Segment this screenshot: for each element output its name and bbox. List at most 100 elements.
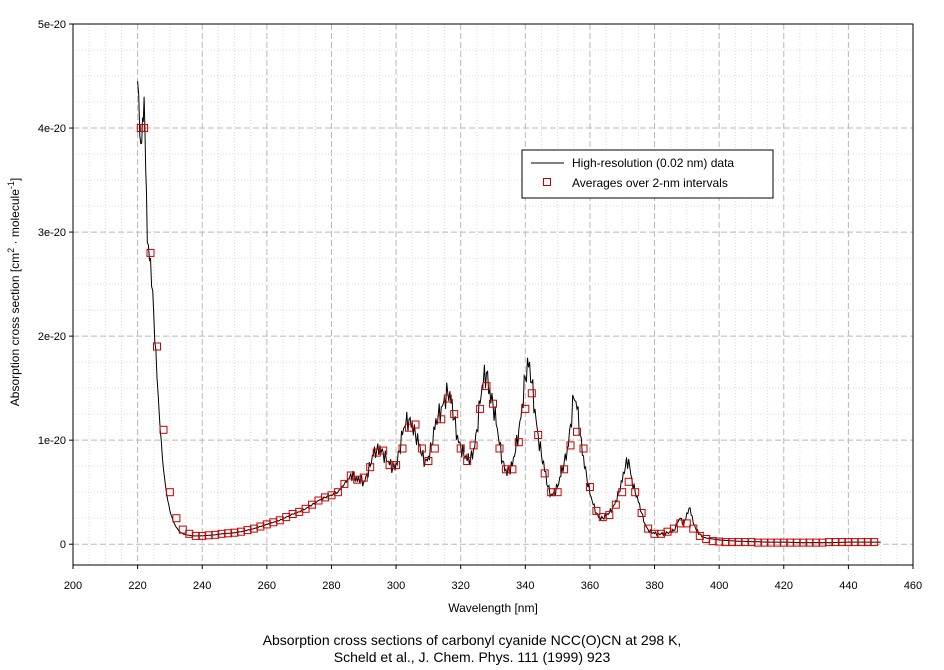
average-marker <box>611 500 620 509</box>
average-marker <box>417 444 426 453</box>
legend-marker-swatch <box>543 178 551 186</box>
average-marker <box>560 465 569 474</box>
y-axis-title-sup: 2 <box>6 248 16 253</box>
y-tick-label: 2e-20 <box>38 331 66 343</box>
y-axis: 0 1e-20 2e-20 3e-20 4e-20 5e-20 <box>38 19 73 551</box>
average-marker <box>870 538 879 547</box>
x-tick-label: 440 <box>839 580 857 592</box>
y-tick-label: 1e-20 <box>38 435 66 447</box>
average-marker <box>573 427 581 436</box>
x-tick-label: 220 <box>128 580 146 592</box>
x-tick-label: 200 <box>64 580 82 592</box>
plot-frame <box>72 23 914 566</box>
average-marker <box>689 524 698 533</box>
average-marker <box>812 538 821 547</box>
y-tick-label: 0 <box>60 539 66 551</box>
average-marker <box>469 441 478 450</box>
average-marker <box>863 538 872 547</box>
average-marker <box>359 473 368 482</box>
average-marker <box>392 461 401 470</box>
x-tick-label: 260 <box>258 580 276 592</box>
x-axis-title: Wavelength [nm] <box>448 601 538 615</box>
average-marker <box>456 444 465 453</box>
average-marker <box>191 531 200 540</box>
average-marker <box>605 511 614 520</box>
average-marker <box>256 522 265 531</box>
x-axis: 200 220 240 260 280 300 320 340 360 380 400 420 440 4… <box>64 565 922 592</box>
average-marker <box>831 538 840 547</box>
absorption-chart: 200 220 240 260 280 300 320 340 360 380 400 420 440 4… <box>6 19 922 615</box>
average-marker <box>495 444 504 453</box>
average-marker <box>489 399 497 408</box>
average-marker <box>301 504 310 513</box>
legend-box <box>521 149 774 199</box>
average-marker <box>243 526 252 535</box>
x-tick-label: 360 <box>581 580 599 592</box>
x-tick-label: 280 <box>322 580 340 592</box>
average-marker <box>540 469 549 478</box>
average-marker <box>211 530 220 539</box>
average-marker <box>644 524 653 533</box>
average-marker <box>579 444 588 453</box>
average-marker <box>463 457 472 465</box>
average-marker <box>424 457 433 465</box>
average-marker <box>333 488 342 497</box>
x-tick-label: 400 <box>710 580 728 592</box>
average-marker <box>153 342 161 351</box>
average-marker <box>760 538 769 547</box>
average-marker <box>669 524 678 533</box>
y-axis-title-part: ] <box>8 178 22 181</box>
legend-label-averages: Averages over 2-nm intervals <box>572 176 728 190</box>
average-marker <box>224 529 233 538</box>
average-marker <box>165 488 174 497</box>
average-marker <box>514 438 523 447</box>
average-marker <box>140 124 149 132</box>
caption-line-1: Absorption cross sections of carbonyl cy… <box>262 632 682 648</box>
average-marker <box>676 519 685 528</box>
x-tick-label: 300 <box>387 580 405 592</box>
grid <box>73 24 913 565</box>
average-marker <box>747 538 756 547</box>
high-res-series <box>137 81 881 544</box>
average-marker <box>411 420 420 429</box>
average-marker <box>346 471 355 480</box>
average-marker <box>437 415 446 424</box>
average-series <box>136 124 879 547</box>
x-tick-label: 420 <box>775 580 793 592</box>
average-marker <box>379 446 388 455</box>
caption-line-2: Scheld et al., J. Chem. Phys. 111 (1999)… <box>333 649 611 665</box>
y-axis-title: Absorption cross section [cm2 · molecule… <box>6 178 22 406</box>
average-marker <box>398 444 407 453</box>
average-marker <box>366 463 375 472</box>
average-marker <box>508 465 517 474</box>
average-marker <box>159 425 168 434</box>
average-marker <box>476 404 485 413</box>
average-marker <box>844 538 853 547</box>
average-marker <box>178 525 187 534</box>
average-marker <box>146 248 155 257</box>
y-tick-label: 5e-20 <box>38 19 66 31</box>
average-marker <box>631 488 640 497</box>
average-marker <box>521 404 530 413</box>
y-axis-title-part: Absorption cross section [cm <box>8 253 22 406</box>
legend: High-resolution (0.02 nm) data Averages … <box>521 149 774 199</box>
average-marker <box>547 488 556 497</box>
average-marker <box>592 506 601 515</box>
average-marker <box>618 488 627 497</box>
average-marker <box>308 500 317 509</box>
average-marker <box>172 514 181 523</box>
high-res-line <box>137 81 881 544</box>
x-tick-label: 320 <box>452 580 470 592</box>
average-marker <box>450 410 459 419</box>
x-tick-label: 380 <box>645 580 663 592</box>
x-tick-label: 240 <box>193 580 211 592</box>
x-tick-label: 460 <box>904 580 922 592</box>
average-marker <box>779 538 788 547</box>
average-marker <box>443 394 452 403</box>
average-marker <box>728 538 737 547</box>
average-marker <box>527 389 536 398</box>
y-axis-title-sup: -1 <box>6 181 16 189</box>
average-marker <box>715 537 724 546</box>
average-marker <box>340 479 349 488</box>
y-axis-title-part: · molecule <box>8 189 22 248</box>
